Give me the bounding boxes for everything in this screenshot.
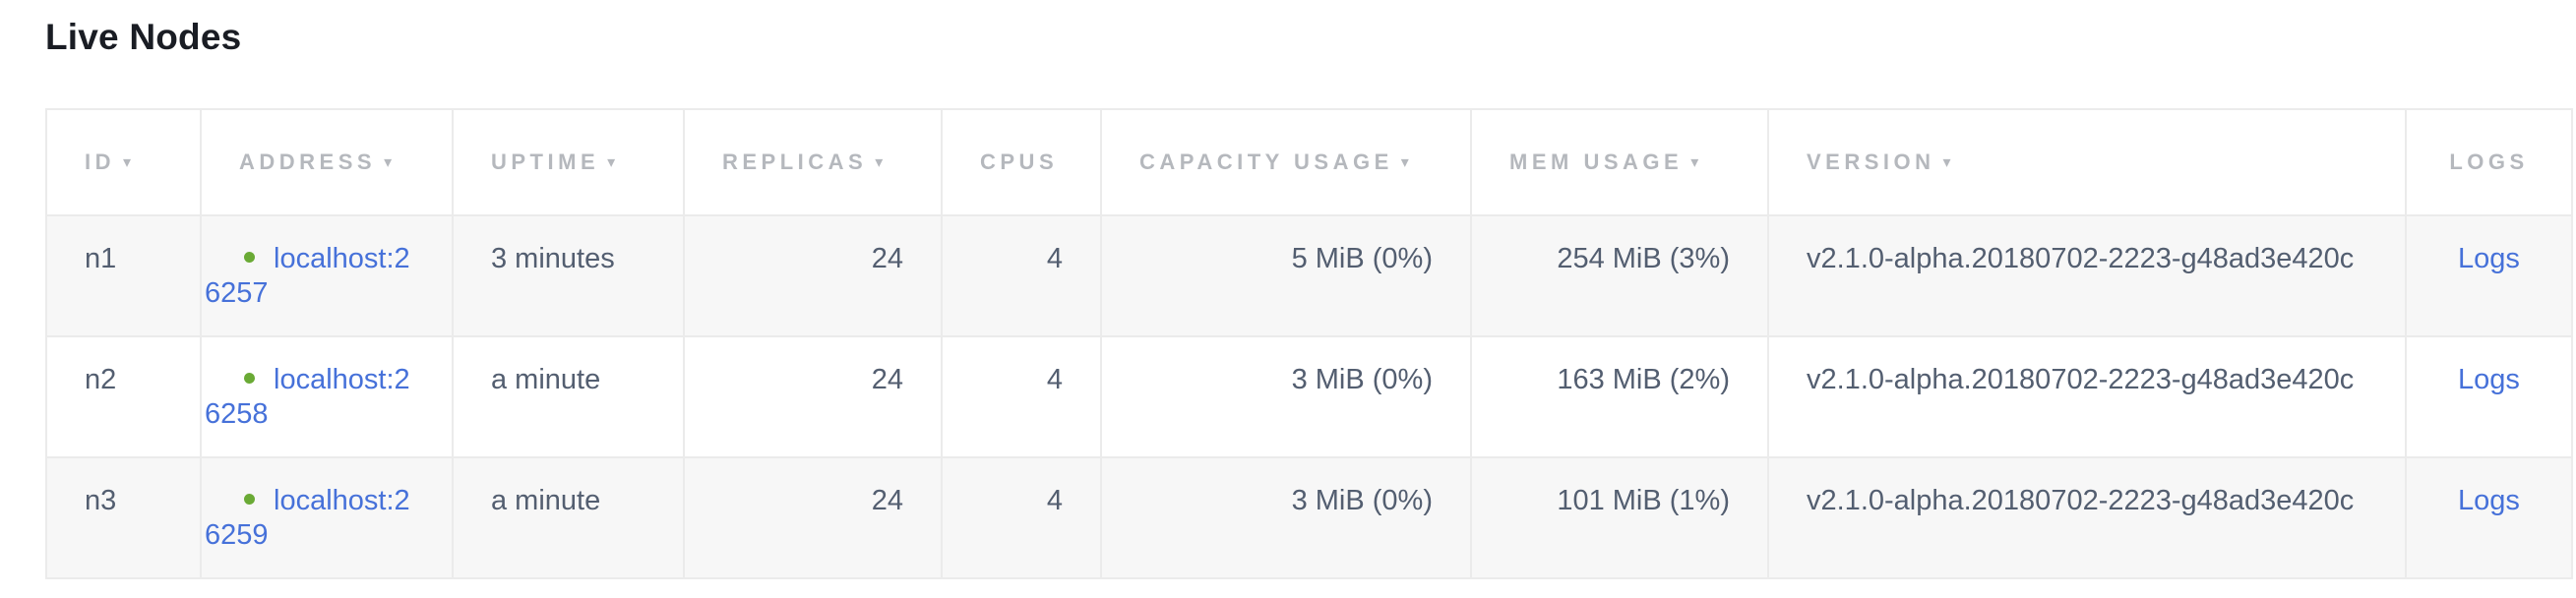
table-row: n3 localhost:26259 a minute 24 4 3 MiB (… [45,456,2573,579]
node-logs-cell: Logs [2405,335,2573,458]
column-header-label: REPLICAS [722,150,868,174]
node-address-cell: localhost:26259 [200,456,454,579]
node-logs-link[interactable]: Logs [2458,485,2520,516]
table-body: n1 localhost:26257 3 minutes 24 4 5 MiB … [45,214,2573,579]
column-header-cpus: CPUS [941,108,1102,216]
sort-desc-icon: ▾ [1690,154,1699,171]
table-header: ID ▾ ADDRESS ▾ UPTIME ▾ REPLICAS ▾ CPUS CAPA… [45,108,2573,216]
node-replicas-cell: 24 [683,335,943,458]
column-header-label: CPUS [980,150,1059,174]
node-address-cell: localhost:26257 [200,214,454,337]
column-header-logs: LOGS [2405,108,2573,216]
column-header-mem-usage[interactable]: MEM USAGE ▾ [1470,108,1769,216]
node-id-cell: n1 [45,214,202,337]
column-header-capacity-usage[interactable]: CAPACITY USAGE ▾ [1100,108,1472,216]
node-replicas-cell: 24 [683,456,943,579]
node-capacity-usage-cell: 5 MiB (0%) [1100,214,1472,337]
sort-desc-icon: ▾ [384,154,393,171]
column-header-version[interactable]: VERSION ▾ [1767,108,2407,216]
node-logs-link[interactable]: Logs [2458,243,2520,274]
column-header-replicas[interactable]: REPLICAS ▾ [683,108,943,216]
node-uptime-cell: a minute [452,456,685,579]
column-header-label: VERSION [1807,150,1935,174]
node-status-healthy-icon [244,252,255,263]
column-header-label: LOGS [2449,150,2529,174]
node-id-cell: n2 [45,335,202,458]
column-header-label: ID [85,150,115,174]
node-id-cell: n3 [45,456,202,579]
sort-desc-icon: ▾ [123,154,132,171]
node-logs-link[interactable]: Logs [2458,364,2520,395]
node-mem-usage-cell: 163 MiB (2%) [1470,335,1769,458]
node-replicas-cell: 24 [683,214,943,337]
node-address-link[interactable]: localhost:26258 [205,364,410,430]
column-header-label: UPTIME [491,150,600,174]
node-capacity-usage-cell: 3 MiB (0%) [1100,335,1472,458]
column-header-label: CAPACITY USAGE [1139,150,1393,174]
page-title: Live Nodes [45,17,242,57]
node-uptime-cell: a minute [452,335,685,458]
live-nodes-table: ID ▾ ADDRESS ▾ UPTIME ▾ REPLICAS ▾ CPUS CAPA… [45,108,2573,579]
node-address-link[interactable]: localhost:26259 [205,485,410,551]
node-cpus-cell: 4 [941,335,1102,458]
node-cpus-cell: 4 [941,214,1102,337]
column-header-uptime[interactable]: UPTIME ▾ [452,108,685,216]
sort-desc-icon: ▾ [1400,154,1409,171]
sort-desc-icon: ▾ [875,154,884,171]
table-row: n2 localhost:26258 a minute 24 4 3 MiB (… [45,335,2573,458]
column-header-address[interactable]: ADDRESS ▾ [200,108,454,216]
column-header-label: ADDRESS [239,150,377,174]
node-logs-cell: Logs [2405,456,2573,579]
node-version-cell: v2.1.0-alpha.20180702-2223-g48ad3e420c [1767,214,2407,337]
node-status-healthy-icon [244,494,255,505]
node-cpus-cell: 4 [941,456,1102,579]
node-address-cell: localhost:26258 [200,335,454,458]
node-version-cell: v2.1.0-alpha.20180702-2223-g48ad3e420c [1767,335,2407,458]
header-row: ID ▾ ADDRESS ▾ UPTIME ▾ REPLICAS ▾ CPUS CAPA… [45,108,2573,216]
node-logs-cell: Logs [2405,214,2573,337]
node-address-link[interactable]: localhost:26257 [205,243,410,309]
node-status-healthy-icon [244,373,255,384]
sort-desc-icon: ▾ [1942,154,1951,171]
table-row: n1 localhost:26257 3 minutes 24 4 5 MiB … [45,214,2573,337]
node-mem-usage-cell: 254 MiB (3%) [1470,214,1769,337]
column-header-id[interactable]: ID ▾ [45,108,202,216]
node-capacity-usage-cell: 3 MiB (0%) [1100,456,1472,579]
node-mem-usage-cell: 101 MiB (1%) [1470,456,1769,579]
sort-desc-icon: ▾ [607,154,616,171]
node-uptime-cell: 3 minutes [452,214,685,337]
column-header-label: MEM USAGE [1509,150,1684,174]
node-version-cell: v2.1.0-alpha.20180702-2223-g48ad3e420c [1767,456,2407,579]
